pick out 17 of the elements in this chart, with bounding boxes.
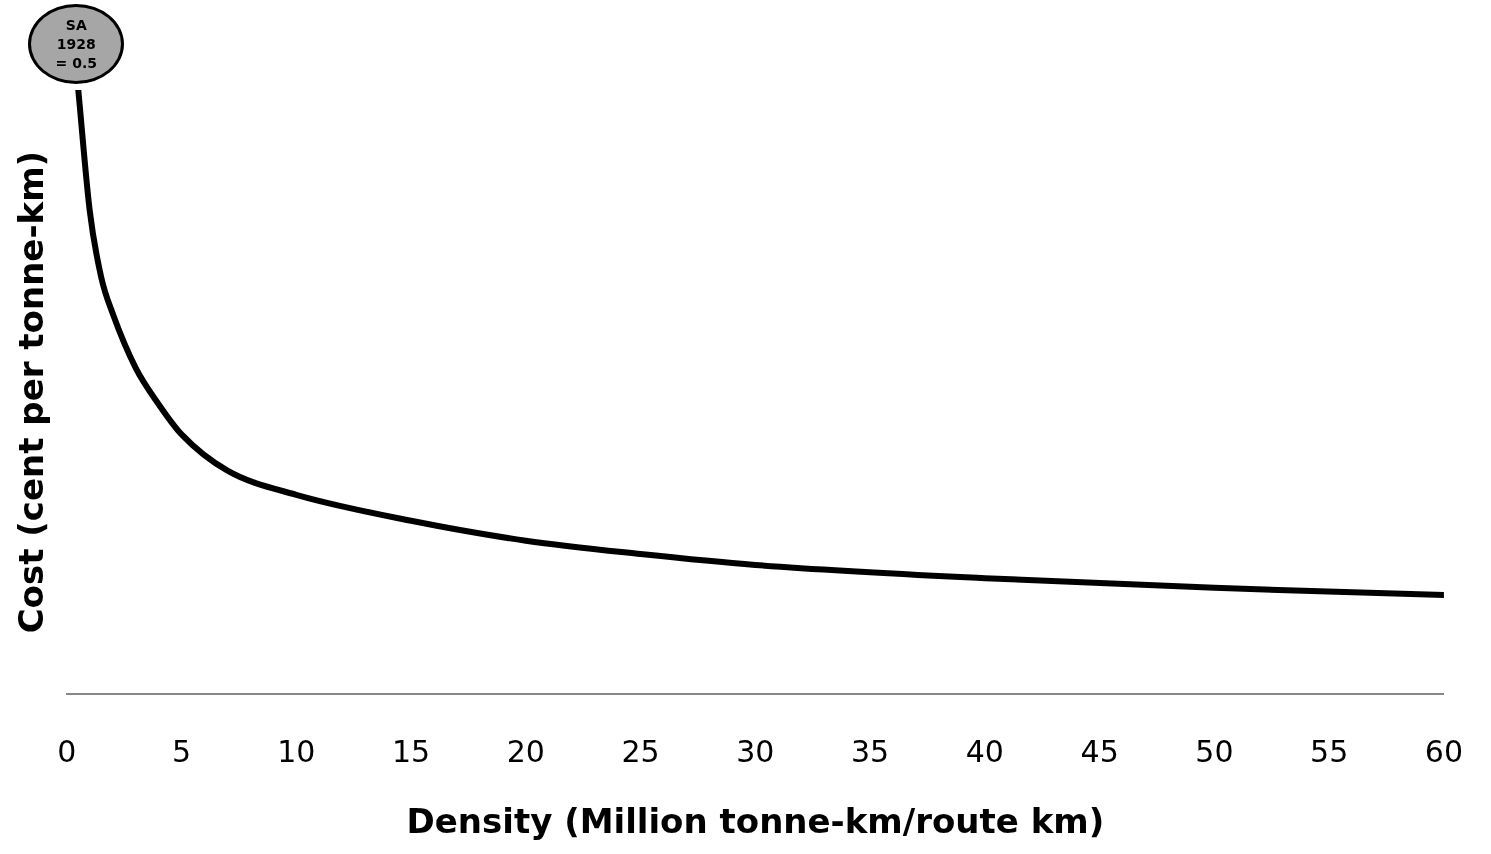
y-axis-title: Cost (cent per tonne-km)	[11, 150, 52, 634]
x-tick-label: 60	[1424, 734, 1464, 769]
x-tick-label: 35	[851, 734, 890, 769]
x-axis-title: Density (Million tonne-km/route km)	[406, 801, 1105, 842]
x-tick-label: 45	[1080, 734, 1119, 769]
x-tick-label: 50	[1195, 734, 1234, 769]
x-tick-label: 20	[506, 734, 545, 769]
x-tick-label: 30	[736, 734, 775, 769]
annotation: SA 1928 = 0.5	[55, 15, 97, 73]
x-tick-label: 25	[621, 734, 660, 769]
x-tick-label: 15	[391, 734, 431, 769]
x-tick-label: 5	[172, 734, 192, 769]
x-tick-label: 40	[965, 734, 1004, 769]
x-tick-label: 0	[57, 734, 77, 769]
x-tick-label: 55	[1310, 734, 1349, 769]
x-tick-label: 10	[277, 734, 316, 769]
oval-badge: SA 1928 = 0.5	[28, 4, 125, 84]
